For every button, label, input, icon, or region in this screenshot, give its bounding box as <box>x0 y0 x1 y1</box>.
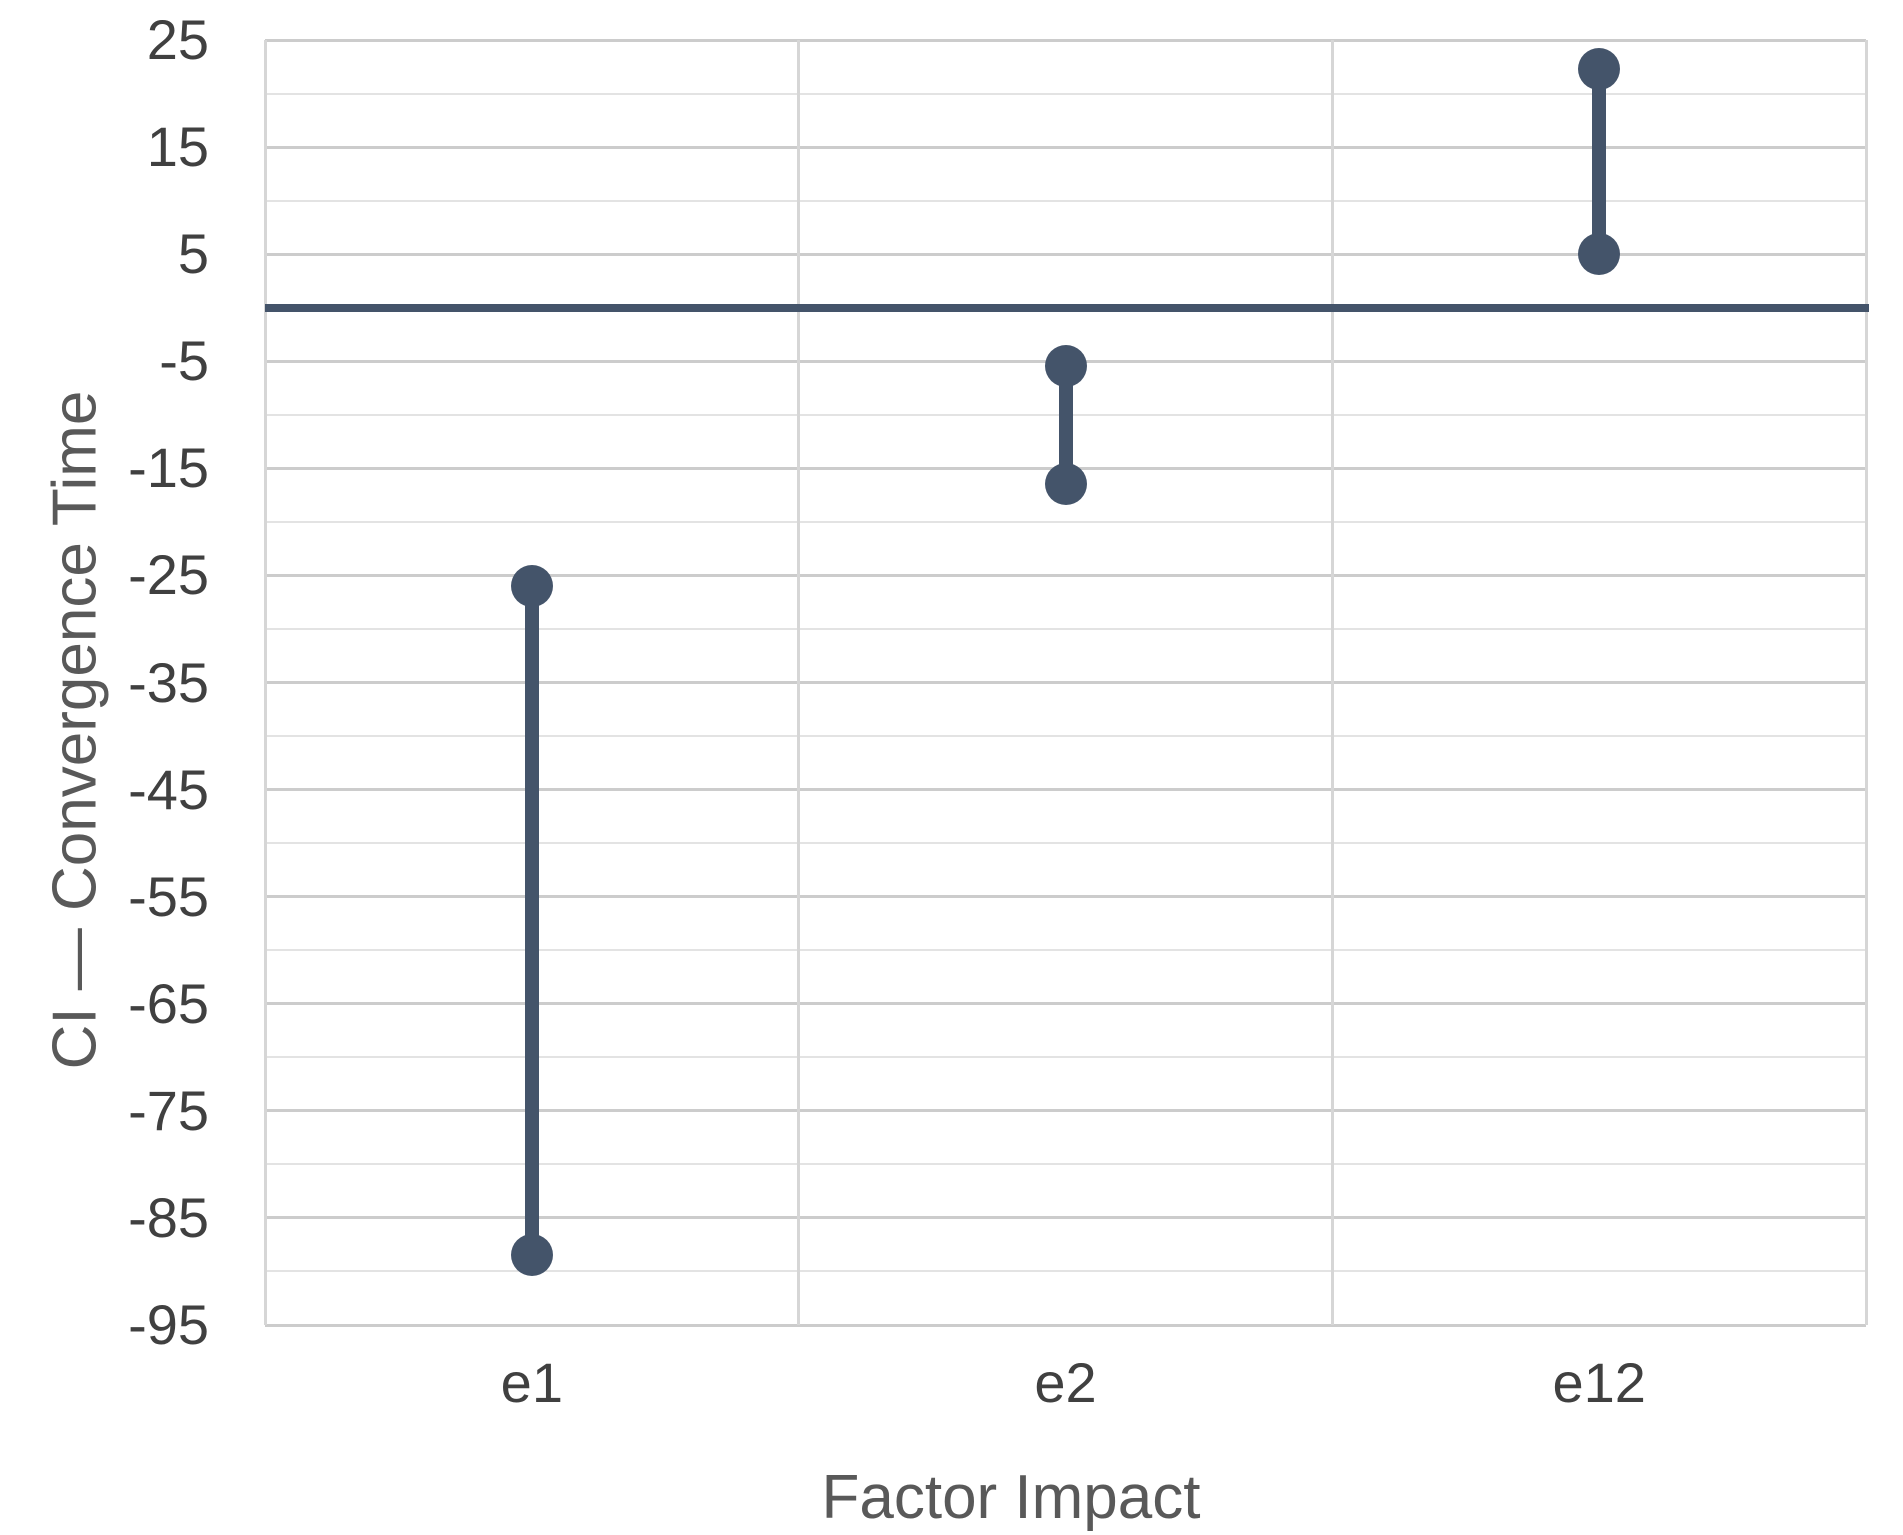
ci-range-e2 <box>1058 365 1073 485</box>
major-gridline <box>265 1323 1866 1327</box>
vertical-gridline <box>1330 40 1334 1325</box>
y-tick-label: 5 <box>177 222 209 286</box>
minor-gridline <box>265 627 1866 630</box>
major-gridline <box>265 1109 1866 1113</box>
y-tick-label: -65 <box>128 971 209 1035</box>
data-point-lower-e1 <box>510 1234 553 1277</box>
major-gridline <box>265 1002 1866 1006</box>
x-category-label: e2 <box>1034 1351 1097 1414</box>
y-tick-label: -55 <box>128 864 209 928</box>
minor-gridline <box>265 1270 1866 1273</box>
x-axis-title: Factor Impact <box>821 1463 1201 1532</box>
minor-gridline <box>265 1056 1866 1059</box>
major-gridline <box>265 895 1866 899</box>
y-tick-label: -25 <box>128 543 209 607</box>
major-gridline <box>265 788 1866 792</box>
plot-border-vertical <box>1864 40 1868 1325</box>
x-category-label: e1 <box>500 1351 563 1414</box>
minor-gridline <box>265 735 1866 738</box>
y-tick-label: -85 <box>128 1185 209 1249</box>
y-tick-label: 15 <box>146 115 209 179</box>
plot-border-vertical <box>263 40 267 1325</box>
major-gridline <box>265 252 1866 256</box>
zero-baseline <box>265 303 1869 312</box>
major-gridline <box>265 573 1866 577</box>
minor-gridline <box>265 199 1866 202</box>
minor-gridline <box>265 1163 1866 1166</box>
major-gridline <box>265 145 1866 149</box>
y-tick-label: -45 <box>128 757 209 821</box>
vertical-gridline <box>797 40 801 1325</box>
major-gridline <box>265 38 1866 42</box>
y-tick-label: -75 <box>128 1078 209 1142</box>
data-point-upper-e2 <box>1044 344 1087 387</box>
major-gridline <box>265 1216 1866 1220</box>
minor-gridline <box>265 842 1866 845</box>
x-category-label: e12 <box>1552 1351 1646 1414</box>
y-tick-label: -5 <box>159 329 209 393</box>
data-point-upper-e12 <box>1578 47 1621 90</box>
data-point-lower-e2 <box>1044 463 1087 506</box>
minor-gridline <box>265 949 1866 952</box>
y-tick-label: -35 <box>128 650 209 714</box>
minor-gridline <box>265 92 1866 95</box>
minor-gridline <box>265 520 1866 523</box>
ci-range-e1 <box>524 586 539 1256</box>
major-gridline <box>265 681 1866 684</box>
y-tick-label: 25 <box>146 8 209 71</box>
ci-range-e12 <box>1592 68 1607 255</box>
data-point-upper-e1 <box>510 565 553 608</box>
y-tick-label: -15 <box>128 436 209 500</box>
data-point-lower-e12 <box>1578 233 1621 276</box>
y-tick-label: -95 <box>128 1293 209 1356</box>
